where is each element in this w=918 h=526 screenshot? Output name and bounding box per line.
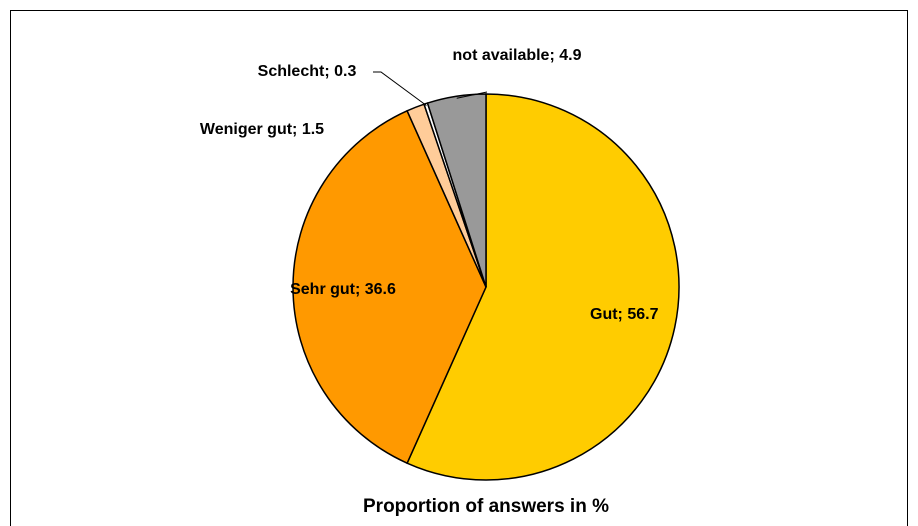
- leader-line: [373, 71, 427, 106]
- data-label: Schlecht; 0.3: [258, 63, 357, 80]
- data-label: Gut; 56.7: [590, 306, 659, 323]
- pie-slice: [292, 109, 487, 465]
- pie-slice: [426, 93, 487, 288]
- data-label: not available; 4.9: [453, 47, 582, 64]
- data-label: Weniger gut; 1.5: [200, 121, 324, 138]
- pie-slice: [406, 93, 680, 481]
- data-label: Sehr gut; 36.6: [290, 281, 396, 298]
- leader-line: [456, 91, 488, 99]
- chart-title: Proportion of answers in %: [363, 496, 609, 517]
